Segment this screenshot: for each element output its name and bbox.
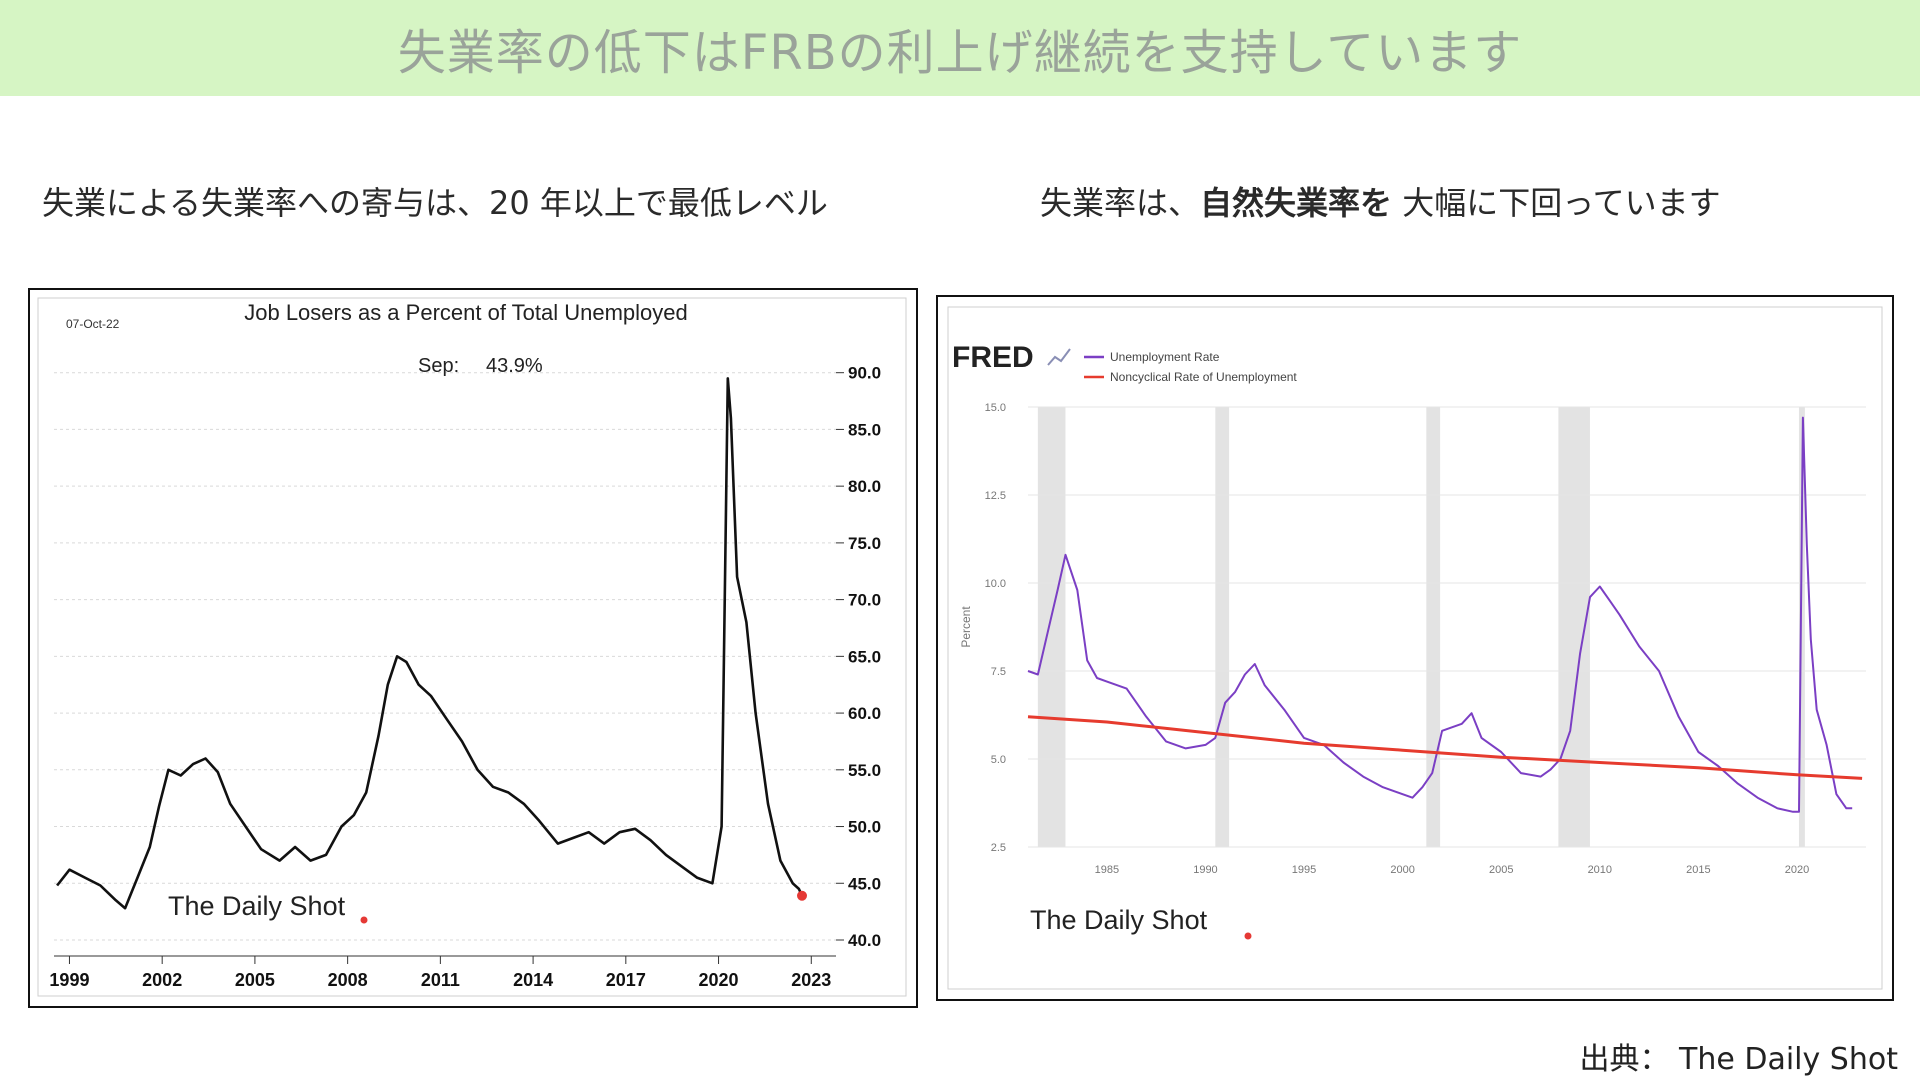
x-tick-label: 2014: [513, 970, 553, 990]
x-tick-label: 2011: [421, 970, 460, 990]
watermark-dot: [360, 916, 368, 924]
recession-band: [1037, 407, 1066, 847]
right-chart-caption: 失業率は、自然失業率を 大幅に下回っています: [1040, 178, 1721, 224]
legend-label: Unemployment Rate: [1110, 350, 1220, 364]
title-banner: 失業率の低下はFRBの利上げ継続を支持しています: [0, 0, 1920, 96]
series-line: [56, 377, 804, 910]
inner-border: [37, 297, 907, 997]
chart-title: Job Losers as a Percent of Total Unemplo…: [244, 300, 688, 325]
recession-band: [1426, 407, 1441, 847]
series-line: [1027, 715, 1863, 780]
y-tick-label: 10.0: [985, 578, 1006, 590]
x-tick-label: 1990: [1193, 864, 1217, 876]
x-tick-label: 2008: [328, 970, 368, 990]
y-tick-label: 7.5: [991, 666, 1006, 678]
unemployment-rate-chart: 2.5 5.0 7.5 10.0 12.5 15.0 1985 1990 1995 2000 200…: [947, 306, 1883, 990]
y-tick-label: 15.0: [985, 402, 1006, 414]
watermark-dot: [1244, 932, 1252, 940]
right-caption-emphasis: 自然失業率を: [1200, 184, 1393, 222]
recession-band: [1798, 407, 1805, 847]
x-tick-label: 2023: [791, 970, 831, 990]
y-tick-label: 40.0: [848, 931, 881, 950]
left-chart-frame: 40.0 45.0 50.0 55.0 60.0 65.0 70.0 75.0 80.0 85.0…: [28, 288, 918, 1008]
y-tick-label: 50.0: [848, 818, 881, 837]
y-tick-label: 55.0: [848, 761, 881, 780]
x-tick-label: 1985: [1095, 864, 1119, 876]
series-line: [1027, 416, 1853, 813]
x-tick-label: 2020: [699, 970, 739, 990]
y-axis-label: Percent: [959, 606, 973, 648]
right-caption-part3: 大幅に下回っています: [1392, 184, 1721, 222]
y-tick-label: 60.0: [848, 704, 881, 723]
y-tick-label: 85.0: [848, 420, 881, 439]
x-tick-label: 2005: [235, 970, 275, 990]
y-tick-label: 70.0: [848, 591, 881, 610]
y-tick-label: 65.0: [848, 647, 881, 666]
x-tick-label: 2015: [1686, 864, 1710, 876]
left-chart-caption: 失業による失業率への寄与は、20 年以上で最低レベル: [42, 184, 828, 222]
recession-band: [1215, 407, 1230, 847]
y-tick-label: 2.5: [991, 842, 1006, 854]
right-chart-frame: 2.5 5.0 7.5 10.0 12.5 15.0 1985 1990 1995 2000 200…: [936, 295, 1894, 1001]
x-tick-label: 2020: [1785, 864, 1809, 876]
page-title: 失業率の低下はFRBの利上げ継続を支持しています: [397, 25, 1523, 81]
right-caption-part1: 失業率は、: [1040, 184, 1201, 222]
x-tick-label: 2017: [606, 970, 646, 990]
y-tick-label: 90.0: [848, 364, 881, 383]
x-tick-label: 2000: [1390, 864, 1414, 876]
y-tick-label: 75.0: [848, 534, 881, 553]
x-tick-label: 2010: [1588, 864, 1612, 876]
job-losers-chart: 40.0 45.0 50.0 55.0 60.0 65.0 70.0 75.0 80.0 85.0…: [37, 297, 907, 997]
chart-date-label: 07-Oct-22: [66, 317, 120, 331]
annotation-label: Sep:: [418, 355, 459, 377]
y-tick-label: 45.0: [848, 874, 881, 893]
annotation-value: 43.9%: [486, 355, 543, 377]
y-tick-label: 12.5: [985, 490, 1006, 502]
watermark: The Daily Shot: [1030, 905, 1208, 935]
x-tick-label: 2005: [1489, 864, 1513, 876]
last-point-marker: [797, 890, 807, 901]
source-note: 出典： The Daily Shot: [1579, 1042, 1899, 1077]
y-tick-label: 5.0: [991, 754, 1006, 766]
y-tick-label: 80.0: [848, 477, 881, 496]
x-tick-label: 2002: [142, 970, 182, 990]
x-tick-label: 1999: [49, 970, 89, 990]
inner-border: [947, 306, 1883, 990]
x-tick-label: 1995: [1292, 864, 1316, 876]
fred-graph-icon: [1047, 348, 1071, 366]
legend-label: Noncyclical Rate of Unemployment: [1110, 370, 1297, 384]
watermark: The Daily Shot: [168, 891, 346, 921]
fred-logo: FRED: [952, 341, 1034, 374]
